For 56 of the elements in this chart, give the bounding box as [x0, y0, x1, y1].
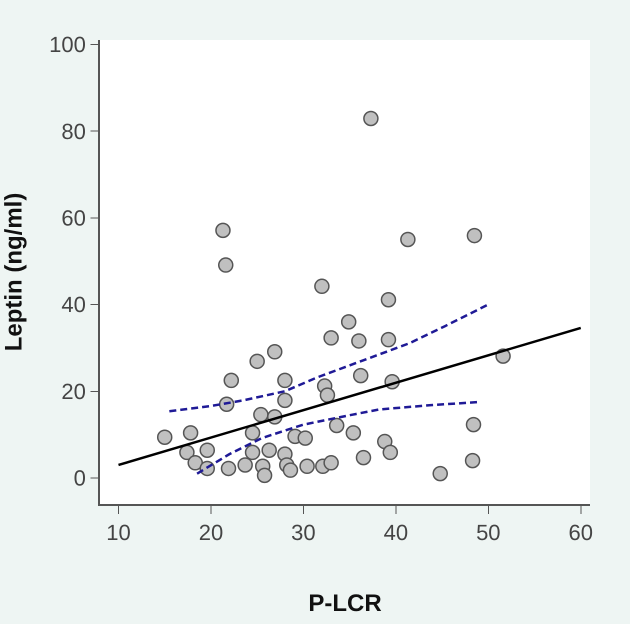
x-tick-label: 60: [568, 520, 593, 546]
point: [266, 344, 282, 360]
y-axis-title: Leptin (ng/ml): [0, 192, 28, 352]
point: [220, 460, 236, 476]
point: [352, 368, 368, 384]
x-axis-title: P-LCR: [308, 590, 382, 617]
x-tick-label: 40: [384, 520, 408, 546]
point: [363, 110, 379, 126]
y-tick-label: 60: [61, 205, 86, 230]
point: [382, 444, 398, 460]
point: [277, 392, 293, 408]
point: [298, 430, 313, 446]
point: [249, 354, 265, 370]
y-tick-label: 100: [49, 32, 86, 58]
point: [261, 442, 277, 458]
point: [380, 332, 396, 348]
point: [323, 455, 339, 471]
point: [432, 466, 448, 482]
point: [466, 228, 482, 244]
x-tick-label: 10: [106, 520, 131, 546]
point: [351, 333, 367, 349]
y-tick-label: 20: [61, 378, 86, 404]
point: [277, 372, 293, 388]
point: [314, 278, 330, 294]
point: [464, 452, 480, 468]
point: [244, 444, 260, 460]
point: [400, 232, 416, 248]
point: [328, 418, 344, 434]
point: [237, 457, 253, 473]
point: [256, 468, 272, 484]
y-tick-label: 40: [61, 292, 86, 318]
x-tick-label: 50: [476, 520, 501, 546]
point: [346, 425, 362, 441]
point: [253, 406, 269, 422]
line-series: [196, 400, 480, 475]
point: [340, 314, 356, 330]
y-tick-label: 0: [74, 466, 86, 491]
point: [200, 442, 215, 458]
point: [218, 257, 234, 273]
point: [356, 450, 372, 466]
x-tick-label: 30: [291, 520, 316, 546]
point: [244, 425, 260, 441]
line-series: [168, 303, 490, 412]
point: [282, 462, 298, 478]
point: [215, 222, 231, 238]
point: [323, 330, 339, 346]
point: [187, 455, 203, 471]
point: [466, 416, 482, 432]
point: [320, 387, 336, 403]
point: [299, 458, 315, 474]
point: [380, 292, 396, 308]
y-tick-label: 80: [61, 118, 86, 144]
point: [156, 429, 172, 445]
x-tick-label: 20: [198, 520, 224, 546]
point: [182, 425, 198, 441]
point: [224, 372, 240, 388]
